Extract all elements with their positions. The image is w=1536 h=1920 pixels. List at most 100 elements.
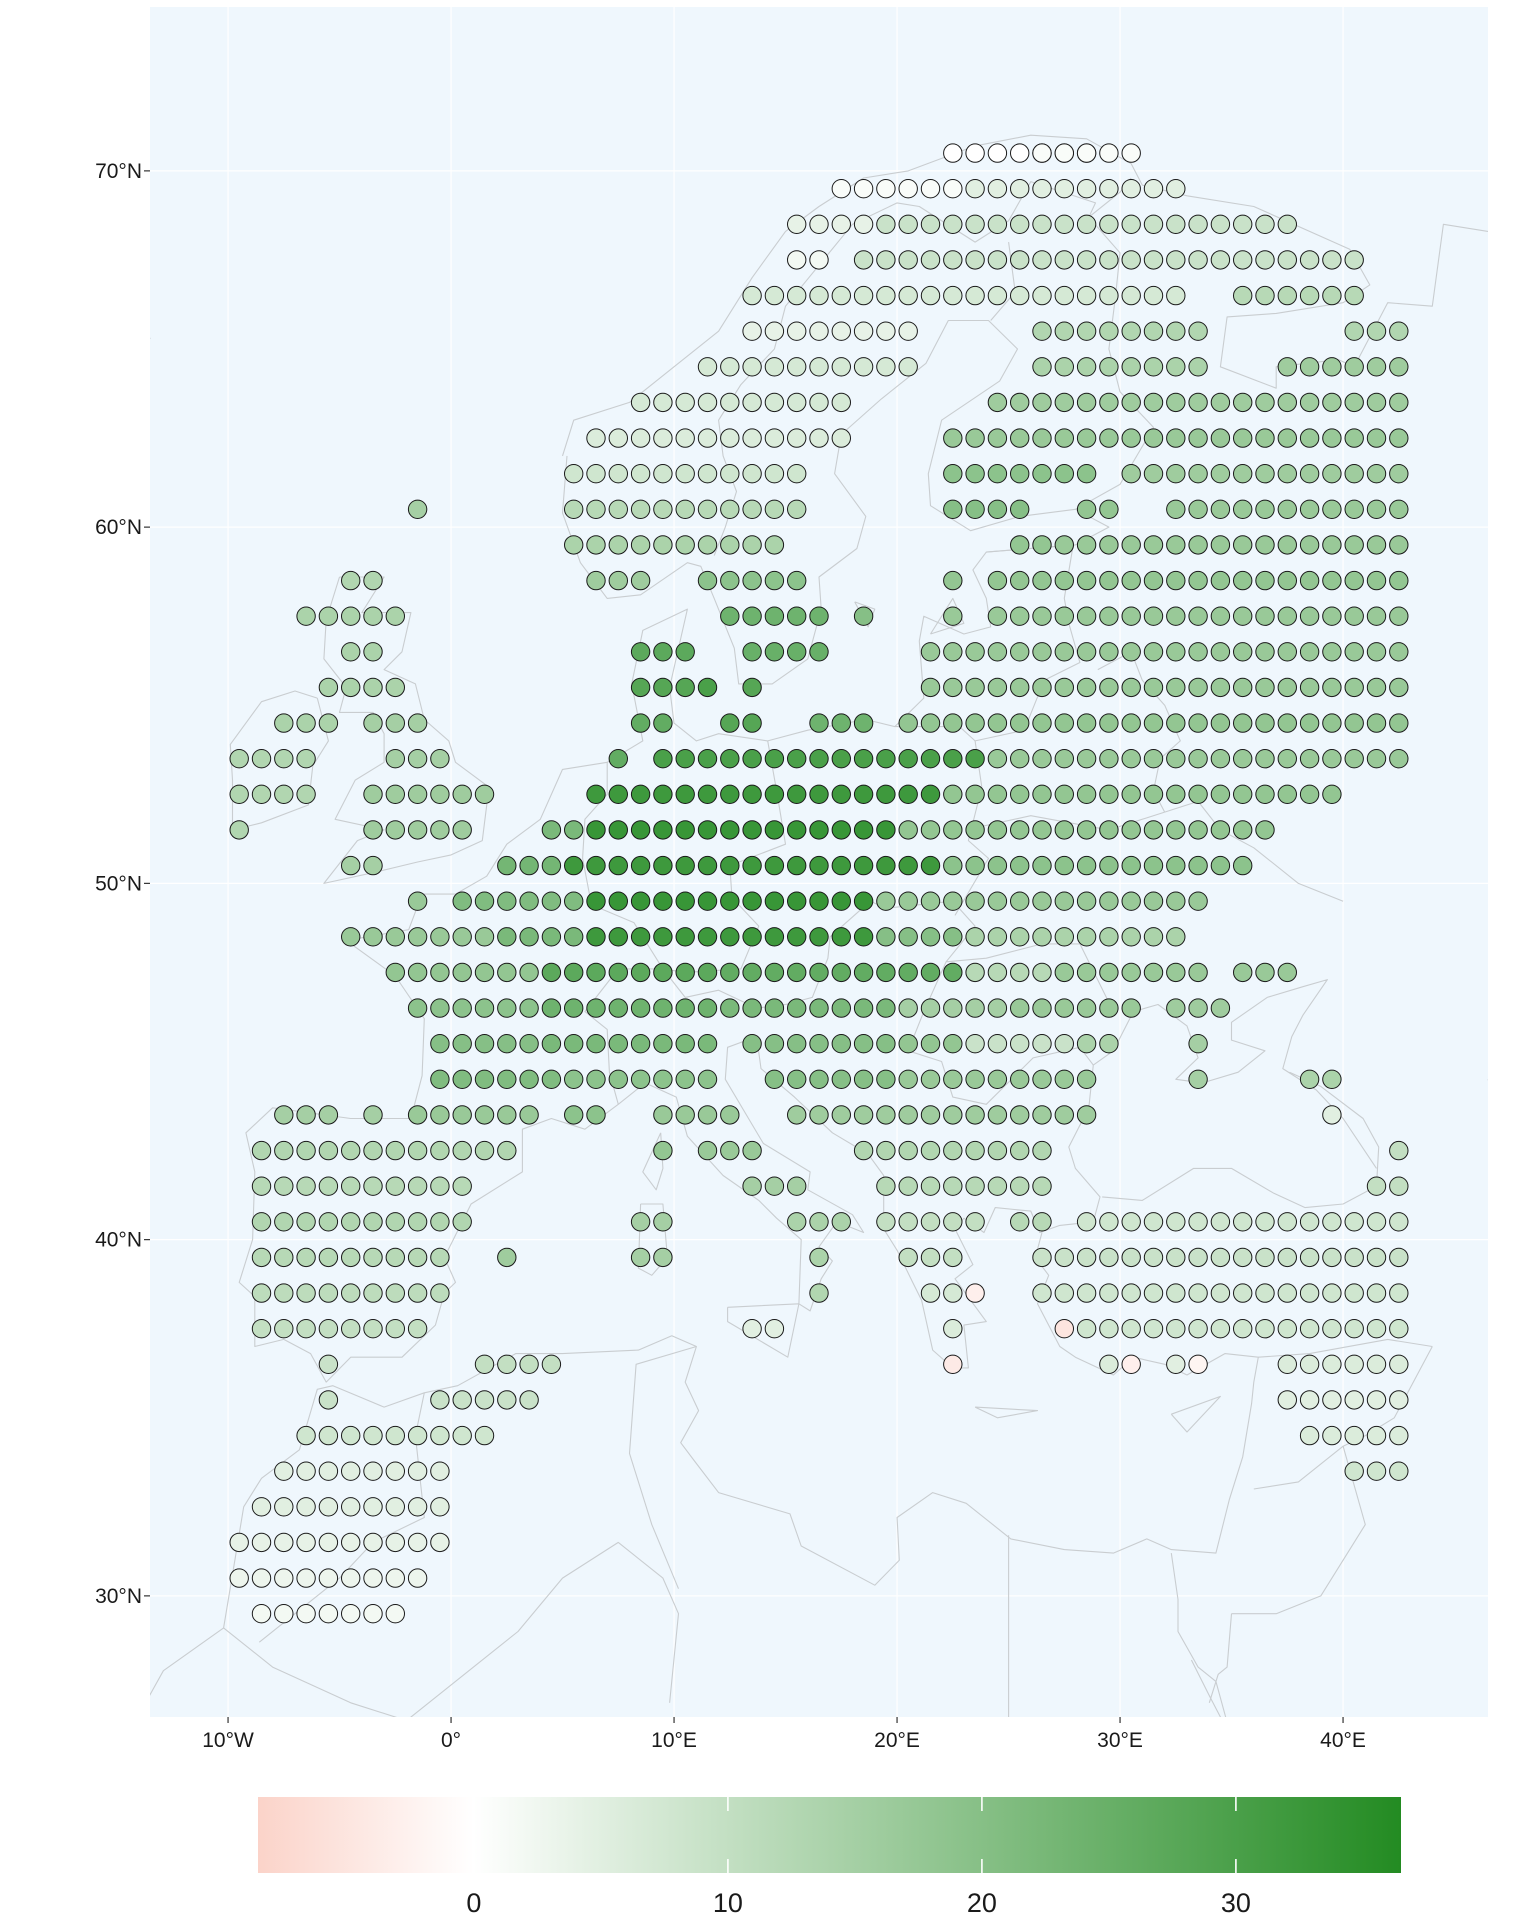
data-point [1389,357,1409,377]
data-point [274,1176,294,1196]
data-point [407,1105,428,1125]
data-point [251,1283,272,1303]
data-point [1099,606,1119,626]
data-point [1255,570,1275,591]
data-point [853,820,874,840]
data-point [318,1247,339,1268]
data-point [1344,606,1364,626]
data-point [1143,214,1164,235]
data-point [1121,357,1141,377]
data-point [586,927,606,947]
data-point [1076,1319,1097,1339]
data-point [675,1069,695,1090]
data-point [1121,677,1141,698]
data-point [251,1604,272,1624]
data-point [1366,464,1387,484]
data-point [1233,606,1253,626]
data-point [831,1034,851,1054]
data-point [987,250,1008,270]
data-point [1032,285,1052,306]
data-point [1344,285,1364,306]
data-point [1188,1034,1208,1054]
data-point [1166,713,1186,733]
data-point [1277,962,1298,983]
data-point [1054,357,1075,377]
data-point [1076,962,1097,983]
data-point [697,784,718,804]
data-point [1076,820,1097,840]
data-point [519,927,539,947]
data-point [586,428,606,448]
data-point [1277,1212,1298,1232]
data-point [363,606,383,626]
data-point [697,677,718,698]
data-point [564,1034,584,1054]
data-point [987,677,1008,698]
data-point [1143,891,1164,911]
data-point [1344,1390,1364,1410]
data-point [1344,1425,1364,1446]
data-point [430,998,450,1018]
data-point [1099,570,1119,591]
data-point [363,1497,383,1517]
data-point [452,891,472,911]
data-point [1054,1069,1075,1090]
data-point [1188,250,1208,270]
data-point [987,927,1008,947]
data-point [1322,1319,1342,1339]
data-point [965,214,985,235]
data-point [1121,464,1141,484]
data-point [385,962,405,983]
data-point [876,321,896,341]
data-point [987,570,1008,591]
data-point [809,1212,829,1232]
data-point [1344,428,1364,448]
data-point [1277,606,1298,626]
data-point [876,855,896,876]
data-point [1076,1034,1097,1054]
data-point [1210,1319,1231,1339]
data-point [853,927,874,947]
data-point [1121,962,1141,983]
data-point [987,1105,1008,1125]
data-point [697,392,718,413]
data-point [853,749,874,769]
data-point [1299,1390,1320,1410]
data-point [251,784,272,804]
data-point [1143,855,1164,876]
data-point [1054,1034,1075,1054]
x-tick-label: 40°E [1320,1729,1366,1752]
data-point [742,357,762,377]
data-point [608,570,628,591]
data-point [1143,392,1164,413]
data-point [764,1034,785,1054]
data-point [697,1140,718,1161]
data-point [318,1425,339,1446]
data-point [1166,250,1186,270]
data-point [1299,1069,1320,1090]
data-point [1389,499,1409,519]
data-point [296,1497,316,1517]
data-point [1166,820,1186,840]
data-point [452,1069,472,1090]
data-point [987,891,1008,911]
data-point [1389,1247,1409,1268]
data-point [630,428,651,448]
data-point [1188,998,1208,1018]
data-point [898,749,918,769]
data-point [720,570,740,591]
data-point [1210,1247,1231,1268]
data-point [1099,820,1119,840]
data-point [452,962,472,983]
data-point [764,784,785,804]
data-point [876,1140,896,1161]
data-point [430,1212,450,1232]
data-point [1210,820,1231,840]
data-point [1255,642,1275,662]
data-point [764,749,785,769]
data-point [1322,535,1342,555]
data-point [1389,392,1409,413]
data-point [296,1140,316,1161]
data-point [630,464,651,484]
data-point [1188,891,1208,911]
